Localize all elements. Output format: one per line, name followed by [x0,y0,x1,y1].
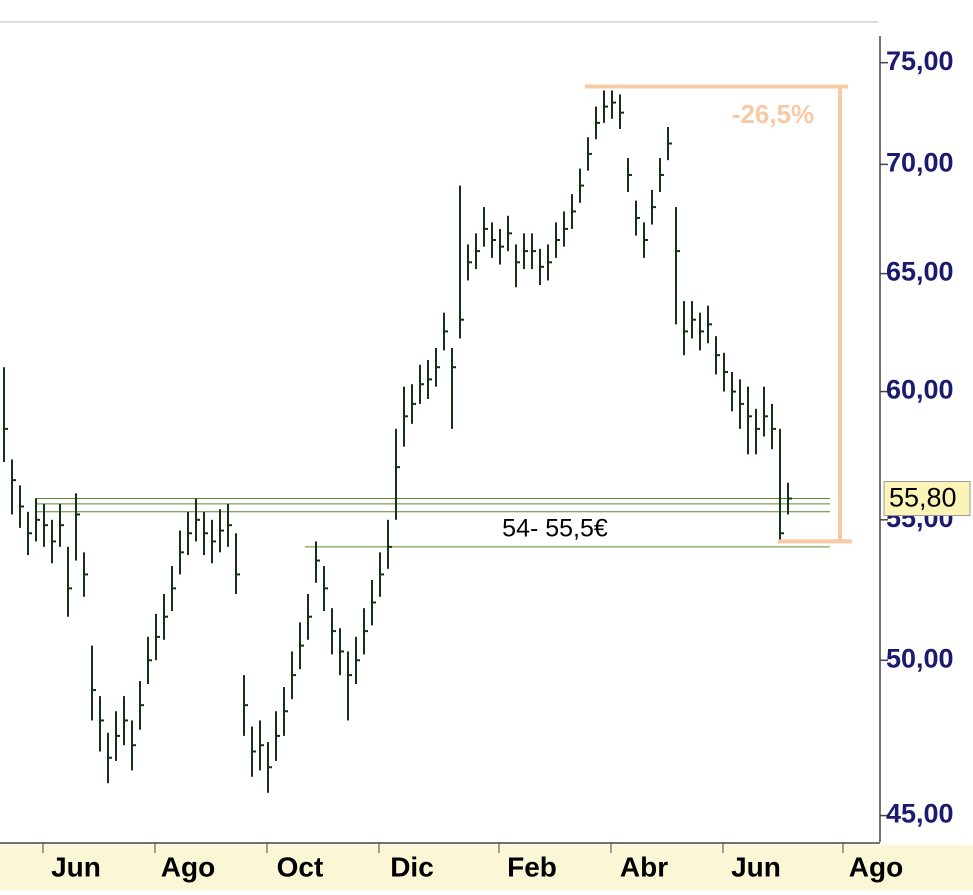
x-tick-label: Dic [390,851,434,882]
last-price-label: 55,80 [889,483,957,513]
x-tick-label: Abr [620,851,668,882]
y-tick-label: 50,00 [886,643,954,673]
y-tick-label: 45,00 [886,799,954,829]
x-tick-label: Ago [849,851,903,882]
y-tick-label: 75,00 [886,46,954,76]
x-tick-label: Jun [51,851,101,882]
y-tick-label: 65,00 [886,257,954,287]
y-tick-label: 60,00 [886,375,954,405]
x-axis-band [0,845,973,890]
x-tick-label: Feb [507,851,557,882]
x-tick-label: Ago [161,851,215,882]
last-price-box [883,481,971,517]
support-label: 54- 55,5€ [502,514,608,542]
drop-label: -26,5% [732,99,814,129]
x-tick-label: Jun [731,851,781,882]
y-tick-label: 70,00 [886,148,954,178]
x-tick-label: Oct [277,851,324,882]
